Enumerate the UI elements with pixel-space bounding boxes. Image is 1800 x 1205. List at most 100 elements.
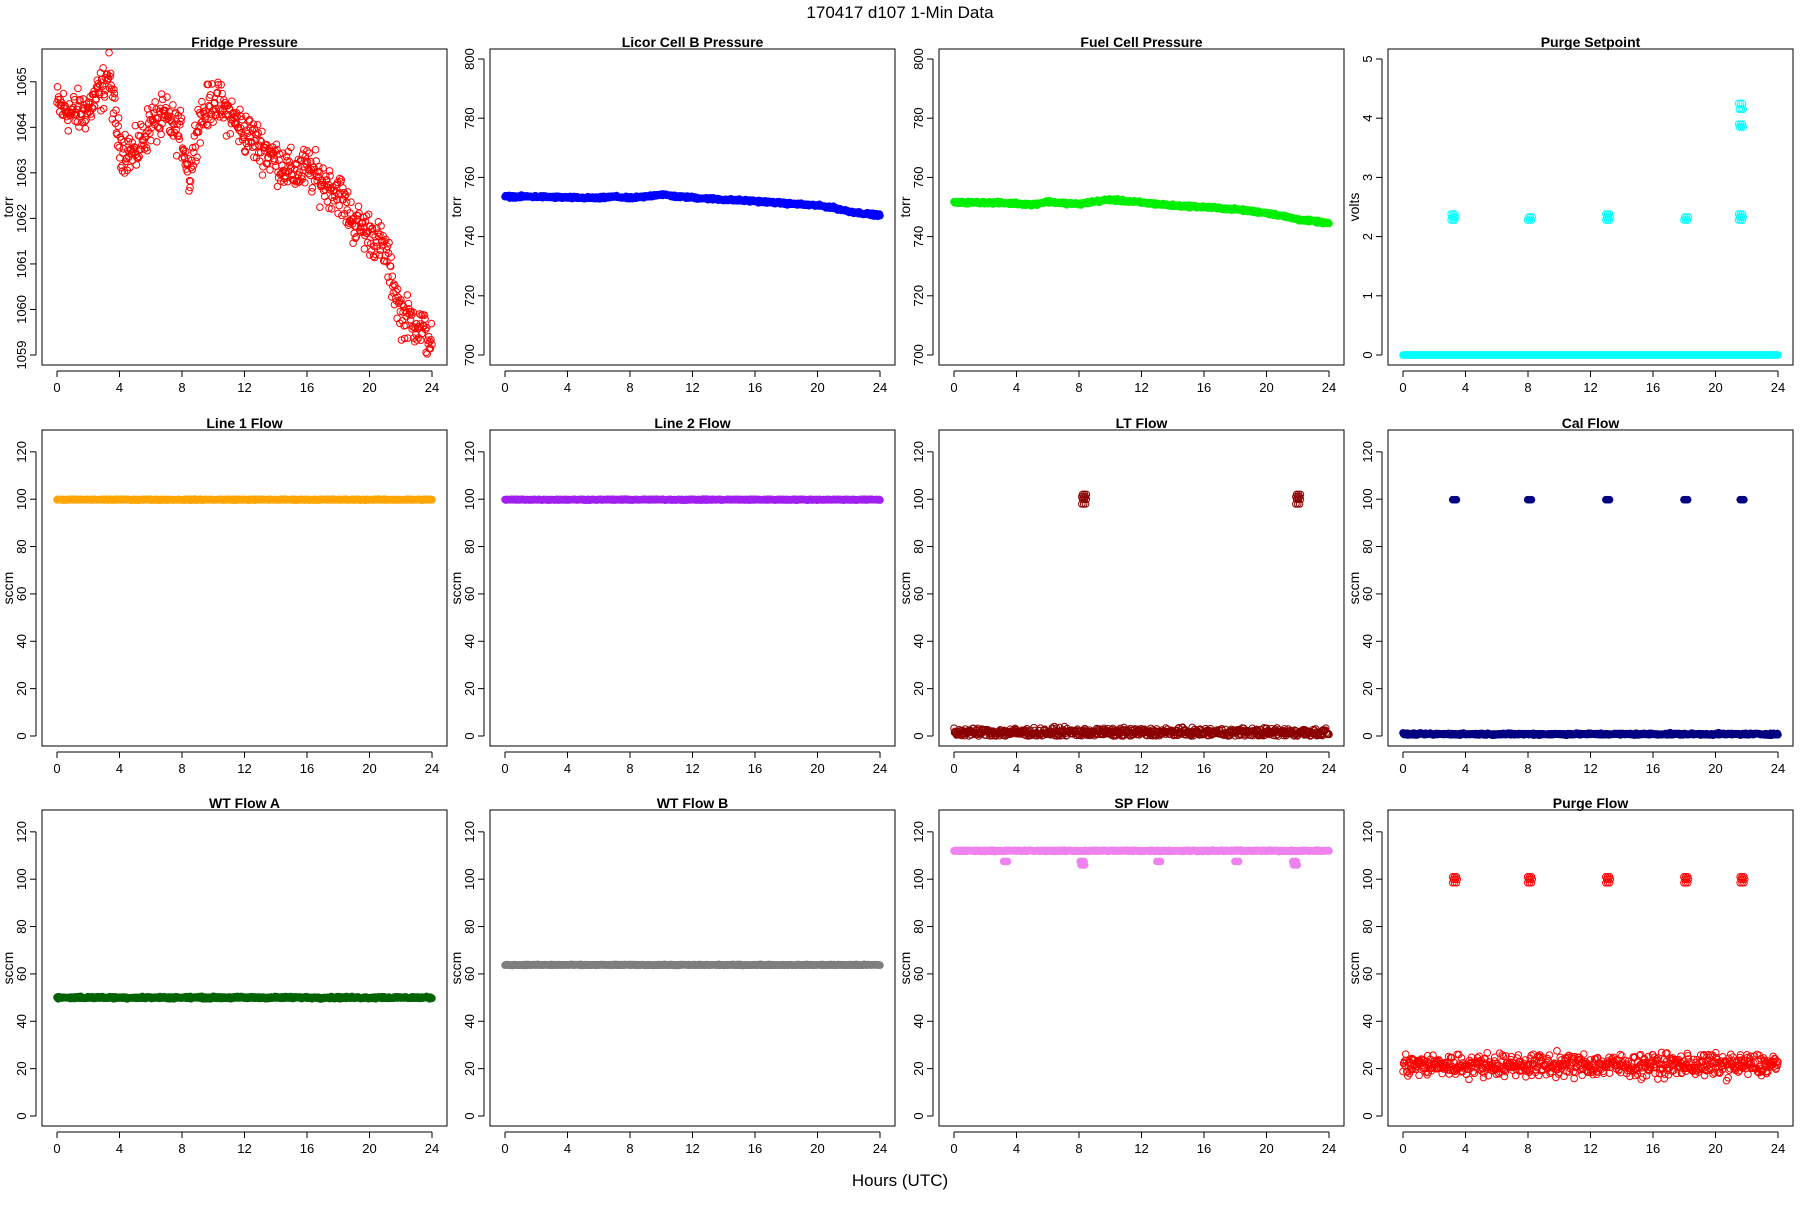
x-tick-label: 24 [873, 380, 887, 395]
x-tick-label: 8 [626, 761, 633, 776]
y-tick-label: 40 [462, 634, 477, 648]
data-points [951, 196, 1333, 227]
x-tick-label: 0 [1399, 380, 1406, 395]
data-point [877, 497, 884, 504]
y-tick-label: 760 [462, 167, 477, 189]
x-tick-label: 4 [1013, 761, 1020, 776]
x-tick-label: 8 [1524, 380, 1531, 395]
data-points [502, 496, 884, 504]
data-point [1326, 220, 1333, 227]
data-point [158, 131, 165, 138]
x-tick-label: 4 [116, 380, 123, 395]
x-tick-label: 4 [116, 761, 123, 776]
data-point [320, 165, 327, 172]
y-tick-label: 60 [911, 587, 926, 601]
x-tick-label: 8 [178, 761, 185, 776]
data-point [259, 128, 266, 135]
panel-title: LT Flow [1116, 415, 1168, 431]
x-tick-label: 0 [1399, 761, 1406, 776]
x-tick-label: 0 [53, 380, 60, 395]
data-point [428, 320, 435, 327]
x-tick-label: 16 [748, 380, 762, 395]
y-tick-label: 3 [1360, 174, 1375, 181]
x-tick-label: 20 [362, 761, 376, 776]
x-tick-label: 8 [1075, 761, 1082, 776]
panel-title: Line 1 Flow [206, 415, 282, 431]
y-tick-label: 20 [911, 681, 926, 695]
data-point [106, 49, 113, 56]
panel-title: Line 2 Flow [654, 415, 730, 431]
y-tick-label: 780 [911, 107, 926, 129]
panel-title: Licor Cell B Pressure [622, 34, 764, 50]
x-tick-label: 4 [564, 380, 571, 395]
y-tick-label: 80 [911, 539, 926, 553]
y-tick-label: 700 [911, 344, 926, 366]
y-tick-label: 40 [14, 634, 29, 648]
y-tick-label: 4 [1360, 115, 1375, 122]
x-tick-label: 8 [1075, 380, 1082, 395]
x-tick-label: 12 [1583, 761, 1597, 776]
data-point [389, 273, 396, 280]
y-tick-label: 700 [462, 344, 477, 366]
y-tick-label: 1061 [14, 249, 29, 278]
x-tick-label: 12 [685, 761, 699, 776]
y-axis-label: volts [1346, 193, 1362, 222]
y-tick-label: 100 [14, 488, 29, 510]
x-tick-label: 20 [810, 761, 824, 776]
x-tick-label: 24 [425, 761, 439, 776]
data-point [100, 65, 107, 72]
data-points [54, 49, 436, 357]
x-tick-label: 16 [748, 761, 762, 776]
data-point [170, 102, 177, 109]
x-tick-label: 12 [1134, 380, 1148, 395]
x-tick-label: 20 [1708, 380, 1722, 395]
x-tick-label: 4 [1013, 380, 1020, 395]
data-point [194, 154, 201, 161]
y-tick-label: 40 [911, 634, 926, 648]
data-point [197, 140, 204, 147]
y-tick-label: 60 [14, 587, 29, 601]
y-tick-label: 0 [1360, 351, 1375, 358]
data-points [54, 496, 436, 504]
x-tick-label: 16 [300, 380, 314, 395]
x-tick-label: 12 [1583, 380, 1597, 395]
y-tick-label: 760 [911, 167, 926, 189]
data-point [127, 164, 134, 171]
panel-title: Cal Flow [1562, 415, 1620, 431]
y-tick-label: 720 [911, 285, 926, 307]
y-tick-label: 2 [1360, 233, 1375, 240]
y-tick-label: 100 [1360, 488, 1375, 510]
y-tick-label: 0 [1360, 732, 1375, 739]
y-tick-label: 0 [462, 732, 477, 739]
x-tick-label: 0 [501, 761, 508, 776]
data-point [229, 98, 236, 105]
x-tick-label: 20 [1259, 380, 1273, 395]
plot-frame [42, 49, 447, 365]
data-point [120, 146, 127, 153]
data-point [60, 90, 67, 97]
data-point [429, 497, 436, 504]
y-tick-label: 20 [462, 681, 477, 695]
plot-frame [939, 430, 1344, 746]
data-point [312, 146, 319, 153]
data-point [309, 185, 316, 192]
y-tick-label: 100 [911, 488, 926, 510]
data-point [192, 122, 199, 129]
data-point [152, 99, 159, 106]
x-tick-label: 0 [53, 761, 60, 776]
data-points [1400, 100, 1782, 358]
data-point [267, 167, 274, 174]
data-point [236, 138, 243, 145]
data-point [115, 115, 122, 122]
y-tick-label: 800 [911, 48, 926, 70]
y-tick-label: 120 [911, 441, 926, 463]
